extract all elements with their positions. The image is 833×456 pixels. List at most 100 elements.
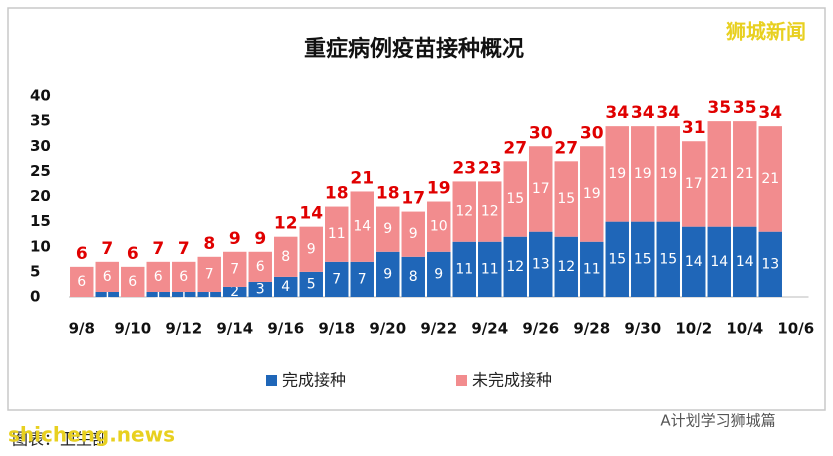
bar-label: 14	[736, 254, 754, 270]
bar-label: 15	[659, 251, 677, 267]
bar-label: 13	[761, 256, 779, 272]
bar-label: 9	[383, 221, 392, 237]
x-tick-label: 9/10	[114, 320, 151, 338]
bar-segment	[197, 291, 221, 297]
y-tick-label: 0	[30, 288, 40, 306]
bar-label: 12	[506, 259, 524, 275]
total-label: 19	[427, 179, 451, 199]
bar-label: 21	[710, 166, 728, 182]
bar-label: 11	[455, 261, 473, 277]
bar-label: 5	[307, 276, 316, 292]
bar-segment	[70, 266, 94, 297]
bar-label: 15	[506, 191, 524, 207]
bar-label: 13	[532, 256, 550, 272]
bar-label: 1	[179, 286, 188, 302]
bar-label: 19	[659, 166, 677, 182]
bar-segment	[427, 201, 451, 252]
bar-label: 19	[583, 186, 601, 202]
bar-segment	[350, 261, 374, 297]
x-tick-label: 9/24	[471, 320, 508, 338]
caption: A计划学习狮城篇	[660, 412, 775, 430]
x-tick-label: 9/22	[420, 320, 457, 338]
bar-label: 9	[383, 266, 392, 282]
total-label: 23	[478, 158, 502, 178]
bar-label: 6	[128, 274, 137, 290]
x-tick-label: 9/20	[369, 320, 406, 338]
bar-label: 6	[179, 269, 188, 285]
bar-label: 12	[557, 259, 575, 275]
bar-label: 3	[256, 281, 265, 297]
bar-segment	[529, 146, 553, 232]
bar-segment	[121, 266, 145, 297]
bar-segment	[299, 226, 323, 272]
bar-label: 8	[409, 269, 418, 285]
bar-label: 19	[634, 166, 652, 182]
bar-label: 11	[583, 261, 601, 277]
bar-segment	[707, 226, 731, 297]
total-label: 23	[452, 158, 476, 178]
total-label: 34	[631, 103, 655, 123]
total-label: 30	[529, 123, 553, 143]
bar-label: 14	[685, 254, 703, 270]
bar-segment	[325, 261, 349, 297]
total-label: 6	[76, 244, 88, 264]
bar-segment	[376, 251, 400, 297]
bar-segment	[580, 146, 604, 242]
total-label: 21	[350, 168, 374, 188]
bar-label: 2	[230, 284, 239, 300]
bar-label: 15	[634, 251, 652, 267]
bar-label: 6	[154, 269, 163, 285]
bar-segment	[299, 271, 323, 297]
bar-segment	[274, 276, 298, 297]
bar-segment	[248, 281, 272, 297]
bar-label: 1	[205, 286, 214, 302]
bar-segment	[656, 126, 680, 222]
bar-label: 21	[761, 171, 779, 187]
bar-segment	[605, 221, 629, 297]
legend-label: 完成接种	[282, 371, 346, 390]
bar-label: 1	[154, 286, 163, 302]
legend-swatch	[456, 375, 467, 386]
total-label: 31	[682, 118, 706, 138]
bar-segment	[95, 291, 119, 297]
x-tick-label: 9/8	[69, 320, 95, 338]
watermark: 狮城新闻	[726, 20, 806, 44]
total-label: 7	[152, 239, 164, 259]
y-tick-label: 35	[30, 112, 51, 130]
bar-segment	[580, 241, 604, 297]
bar-segment	[554, 161, 578, 237]
total-label: 34	[605, 103, 629, 123]
bar-segment	[452, 241, 476, 297]
bar-segment	[274, 236, 298, 277]
bar-segment	[172, 291, 196, 297]
x-tick-label: 9/16	[267, 320, 304, 338]
bar-label: 4	[281, 279, 290, 295]
bar-segment	[631, 126, 655, 222]
bar-segment	[197, 256, 221, 292]
bar-segment	[682, 141, 706, 227]
x-tick-label: 10/6	[777, 320, 814, 338]
bar-label: 19	[608, 166, 626, 182]
bar-label: 6	[256, 259, 265, 275]
x-tick-label: 9/14	[216, 320, 253, 338]
total-label: 7	[178, 239, 190, 259]
bar-segment	[223, 286, 247, 297]
bar-segment	[503, 161, 527, 237]
bar-segment	[146, 261, 170, 292]
bar-label: 9	[307, 241, 316, 257]
y-tick-label: 40	[30, 87, 51, 105]
bar-segment	[682, 226, 706, 297]
bar-label: 6	[77, 274, 86, 290]
bar-segment	[733, 121, 757, 227]
x-tick-label: 10/2	[675, 320, 712, 338]
legend-swatch	[266, 375, 277, 386]
source: 图表：卫生部	[12, 430, 108, 449]
y-tick-label: 10	[30, 237, 51, 255]
bar-segment	[376, 206, 400, 252]
bar-label: 17	[685, 176, 703, 192]
total-label: 7	[101, 239, 113, 259]
bar-segment	[707, 121, 731, 227]
bar-segment	[401, 211, 425, 257]
bar-segment	[172, 261, 196, 292]
bar-segment	[452, 181, 476, 242]
